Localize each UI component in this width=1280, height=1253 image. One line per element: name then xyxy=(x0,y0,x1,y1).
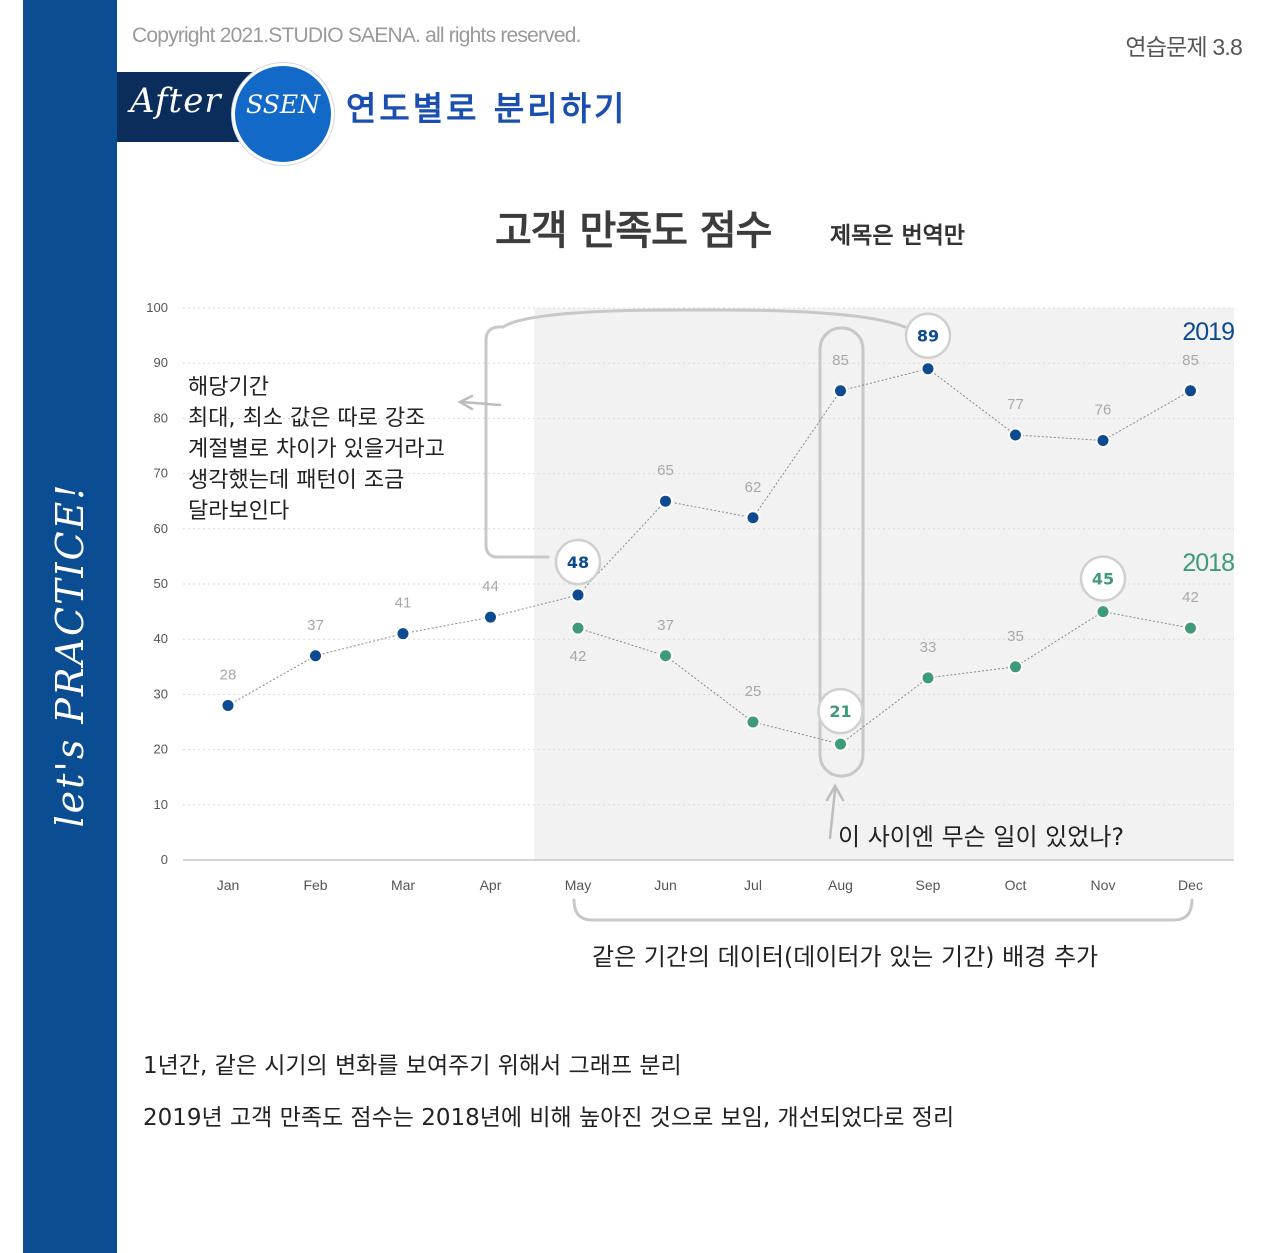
data-point-2018 xyxy=(1183,620,1198,636)
y-tick-label: 10 xyxy=(154,797,168,812)
data-label-emphasized: 45 xyxy=(1092,570,1114,589)
y-tick-label: 100 xyxy=(146,300,168,315)
data-point-2019 xyxy=(395,626,411,642)
emphasis-circle xyxy=(1079,555,1127,602)
data-label: 85 xyxy=(1182,352,1199,369)
data-point-2019 xyxy=(658,493,673,509)
emphasis-circle xyxy=(817,687,864,735)
data-label: 41 xyxy=(395,595,412,612)
data-label: 25 xyxy=(745,683,762,700)
emphasis-circle xyxy=(904,312,952,359)
y-tick-label: 40 xyxy=(154,631,168,646)
annotation-question: 이 사이엔 무슨 일이 있었나? xyxy=(838,823,1125,851)
data-label: 62 xyxy=(745,479,762,496)
data-label: 37 xyxy=(657,617,674,634)
up-arrow xyxy=(825,783,845,840)
data-point-2019 xyxy=(1008,427,1023,443)
bottom-bracket xyxy=(572,898,1194,922)
data-point-2019 xyxy=(220,697,236,713)
data-label: 76 xyxy=(1095,401,1112,418)
y-tick-label: 90 xyxy=(154,355,168,370)
data-label: 44 xyxy=(482,578,499,595)
top-bracket xyxy=(501,308,907,329)
data-point-2019 xyxy=(833,383,848,399)
data-point-2019 xyxy=(1095,432,1111,448)
data-point-2019 xyxy=(483,609,498,625)
y-tick-label: 0 xyxy=(161,852,168,867)
left-note-line: 해당기간 xyxy=(188,375,269,400)
y-tick-label: 70 xyxy=(154,466,168,481)
data-label-emphasized: 21 xyxy=(829,702,851,721)
left-arrow xyxy=(457,394,502,411)
x-tick-label: Dec xyxy=(1178,877,1203,893)
data-label: 77 xyxy=(1007,396,1024,413)
chart-title: 고객 만족도 점수 xyxy=(495,208,772,254)
y-tick-label: 80 xyxy=(154,410,168,425)
sseen-label: SSEN xyxy=(246,90,320,119)
data-point-2018 xyxy=(570,620,586,636)
y-tick-label: 50 xyxy=(154,576,168,591)
y-tick-label: 20 xyxy=(154,742,168,757)
y-tick-label: 30 xyxy=(154,686,168,701)
x-tick-label: Jul xyxy=(744,877,762,893)
sidebar xyxy=(23,0,117,1253)
annotation-bracket-note: 같은 기간의 데이터(데이터가 있는 기간) 배경 추가 xyxy=(592,943,1099,971)
chart-subtitle: 제목은 번역만 xyxy=(830,223,965,249)
data-point-2018 xyxy=(833,736,848,752)
left-note-line: 최대, 최소 값은 따로 강조 xyxy=(188,406,426,431)
data-point-2019 xyxy=(308,648,323,664)
exercise-number: 연습문제 3.8 xyxy=(1125,34,1242,60)
annotation-left-note: 해당기간 최대, 최소 값은 따로 강조 계절별로 차이가 있을거라고 생각했는… xyxy=(188,372,445,527)
data-label: 65 xyxy=(657,462,674,479)
data-point-2018 xyxy=(1008,659,1023,675)
x-tick-label: Mar xyxy=(391,877,415,893)
after-label: After xyxy=(130,81,222,121)
data-label: 28 xyxy=(220,666,237,683)
data-label: 85 xyxy=(832,352,849,369)
august-highlight-capsule xyxy=(818,326,865,778)
x-tick-label: Oct xyxy=(1005,877,1027,893)
data-label: 35 xyxy=(1007,628,1024,645)
series-line-2019 xyxy=(227,368,1191,706)
data-point-2018 xyxy=(1095,604,1111,620)
x-tick-label: Apr xyxy=(480,877,502,893)
left-bracket xyxy=(484,325,550,559)
data-point-2019 xyxy=(570,587,586,603)
data-label: 33 xyxy=(920,639,937,656)
sseen-badge xyxy=(232,63,334,165)
footnote-2: 2019년 고객 만족도 점수는 2018년에 비해 높아진 것으로 보임, 개… xyxy=(143,1105,955,1131)
data-point-2018 xyxy=(745,714,761,730)
x-tick-label: Jun xyxy=(654,877,677,893)
data-label: 42 xyxy=(570,648,587,665)
data-point-2019 xyxy=(745,510,761,526)
page-title: 연도별로 분리하기 xyxy=(346,89,628,128)
x-tick-label: Nov xyxy=(1091,877,1116,893)
left-note-line: 계절별로 차이가 있을거라고 xyxy=(188,437,445,462)
data-label-emphasized: 48 xyxy=(567,553,589,572)
emphasis-circle xyxy=(554,538,602,586)
left-note-line: 생각했는데 패턴이 조금 xyxy=(188,468,405,493)
y-tick-label: 60 xyxy=(154,521,168,536)
data-label: 37 xyxy=(307,617,324,634)
data-point-2019 xyxy=(1183,383,1198,399)
data-label-emphasized: 89 xyxy=(917,327,939,346)
data-label: 42 xyxy=(1182,589,1199,606)
data-point-2018 xyxy=(920,670,936,686)
x-tick-label: May xyxy=(565,877,591,893)
x-tick-label: Aug xyxy=(828,877,853,893)
left-note-line: 달라보인다 xyxy=(188,499,290,524)
copyright-text: Copyright 2021.STUDIO SAENA. all rights … xyxy=(132,24,581,47)
footnote-1: 1년간, 같은 시기의 변화를 보여주기 위해서 그래프 분리 xyxy=(143,1053,682,1079)
footnotes: 1년간, 같은 시기의 변화를 보여주기 위해서 그래프 분리 2019년 고객… xyxy=(143,1040,954,1144)
x-tick-label: Jan xyxy=(217,877,240,893)
x-tick-label: Feb xyxy=(303,877,327,893)
series-name-2018: 2018 xyxy=(1182,549,1234,577)
x-tick-label: Sep xyxy=(916,877,941,893)
data-point-2018 xyxy=(658,648,673,664)
data-point-2019 xyxy=(920,361,936,377)
series-name-2019: 2019 xyxy=(1182,318,1234,346)
